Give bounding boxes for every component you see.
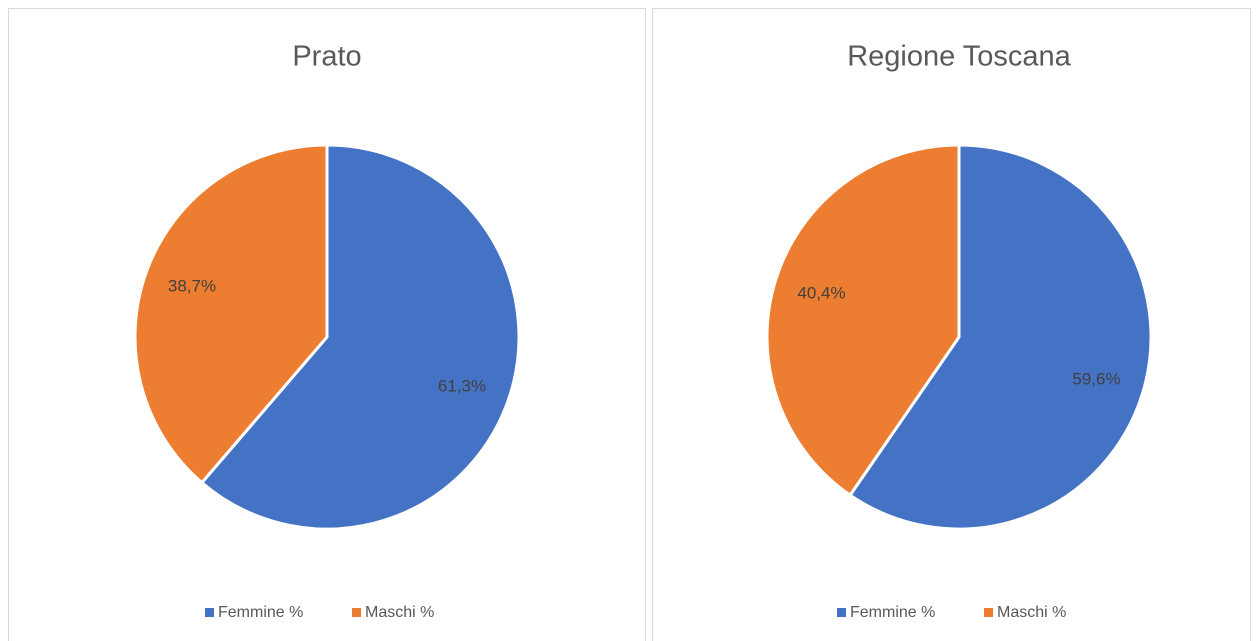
data-label: 40,4% [797,284,845,303]
legend-label: Maschi % [365,604,434,621]
chart-title: Prato [292,41,361,73]
data-label: 59,6% [1072,369,1120,388]
legend-label: Femmine % [850,604,935,621]
legend-swatch [205,608,214,617]
pie-slice [765,143,961,498]
data-label: 61,3% [438,377,486,396]
chart-title: Regione Toscana [847,41,1071,73]
legend-swatch [984,608,993,617]
legend-label: Femmine % [218,604,303,621]
legend-swatch [837,608,846,617]
pie-slice [133,143,329,485]
legend-label: Maschi % [997,604,1066,621]
legend-swatch [352,608,361,617]
data-label: 38,7% [168,276,216,295]
pie-slice [199,143,521,531]
pie-slice [847,143,1153,531]
